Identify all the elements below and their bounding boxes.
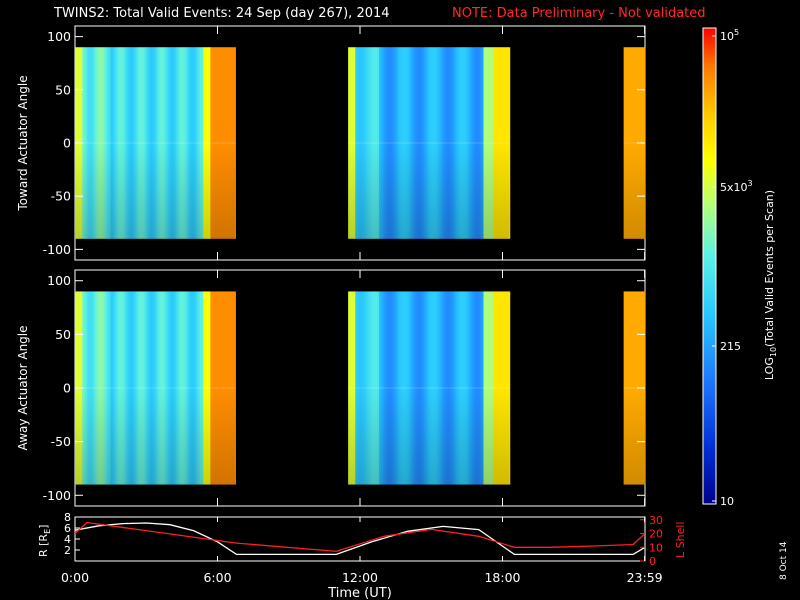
colorbar-gradient	[702, 27, 717, 505]
toward-panel: 100 50 0 -50 -100 Toward Actuator Angle	[16, 25, 646, 261]
orbit-left-tick-label: 6	[64, 522, 71, 535]
x-tick-label: 0:00	[61, 570, 89, 585]
x-axis-label: Time (UT)	[327, 586, 392, 600]
title-bar: TWINS2: Total Valid Events: 24 Sep (day …	[0, 0, 800, 26]
y-tick-label: -100	[43, 488, 71, 503]
y-tick-label: -50	[51, 189, 71, 204]
x-tick-label: 18:00	[484, 570, 520, 585]
heatmap-shade	[623, 47, 646, 239]
y-tick-label: -50	[51, 434, 71, 449]
heatmap-shade	[75, 47, 236, 239]
away-y-axis: 100 50 0 -50 -100	[43, 273, 645, 503]
y-tick-label: 0	[63, 136, 71, 151]
r-re-line	[74, 522, 646, 556]
colorbar-ticks: 105 5x103 215 10	[712, 28, 753, 508]
lshell-line	[74, 521, 646, 553]
zero-angle-band	[348, 142, 510, 144]
away-ylabel: Away Actuator Angle	[16, 325, 30, 450]
toward-heatmap	[75, 47, 646, 239]
orbit-right-label: L Shell	[674, 522, 687, 558]
orbit-left-tick-label: 8	[64, 511, 71, 524]
orbit-left-tick-label: 4	[64, 533, 71, 546]
heatmap-shade	[623, 291, 646, 485]
orbit-left-label: R [RE]	[37, 525, 52, 557]
zero-angle-band	[623, 387, 646, 389]
heatmap-shade	[348, 291, 510, 485]
y-tick-label: 100	[47, 273, 71, 288]
zero-angle-band	[75, 387, 236, 389]
x-tick-label: 12:00	[342, 570, 378, 585]
x-axis: 0:00 6:00 12:00 18:00 23:59	[61, 26, 663, 585]
colorbar-tick-label: 105	[720, 28, 739, 43]
orbit-left-tick-label: 2	[64, 544, 71, 557]
away-panel: 100 50 0 -50 -100 Away Actuator Angle	[16, 269, 646, 507]
date-stamp: 8 Oct 14	[779, 541, 789, 580]
x-tick-label: 6:00	[203, 570, 231, 585]
orbit-right-tick-label: 30	[649, 514, 663, 527]
y-tick-label: 100	[47, 29, 71, 44]
colorbar-tick-label: 10	[720, 495, 734, 508]
orbit-right-tick-label: 10	[649, 541, 663, 554]
x-tick-label: 23:59	[627, 570, 663, 585]
chart-title: TWINS2: Total Valid Events: 24 Sep (day …	[54, 6, 390, 21]
heatmap-shade	[75, 291, 236, 485]
away-heatmap	[75, 291, 646, 485]
orbit-right-tick-label: 20	[649, 528, 663, 541]
orbit-right-tick-label: 0	[649, 555, 656, 568]
colorbar-label: LOG10(Total Valid Events per Scan)	[763, 190, 778, 380]
y-tick-label: 0	[63, 381, 71, 396]
zero-angle-band	[75, 142, 236, 144]
toward-ylabel: Toward Actuator Angle	[16, 75, 30, 211]
heatmap-shade	[348, 47, 510, 239]
y-tick-label: -100	[43, 242, 71, 257]
toward-y-axis: 100 50 0 -50 -100	[43, 29, 645, 257]
colorbar-tick-label: 215	[720, 340, 741, 353]
preliminary-note: NOTE: Data Preliminary - Not validated	[452, 6, 706, 21]
zero-angle-band	[623, 142, 646, 144]
colorbar-tick-label: 5x103	[720, 179, 753, 194]
y-tick-label: 50	[55, 327, 71, 342]
y-tick-label: 50	[55, 82, 71, 97]
zero-angle-band	[348, 387, 510, 389]
colorbar: 105 5x103 215 10 LOG10(Total Valid Events p…	[702, 27, 778, 508]
